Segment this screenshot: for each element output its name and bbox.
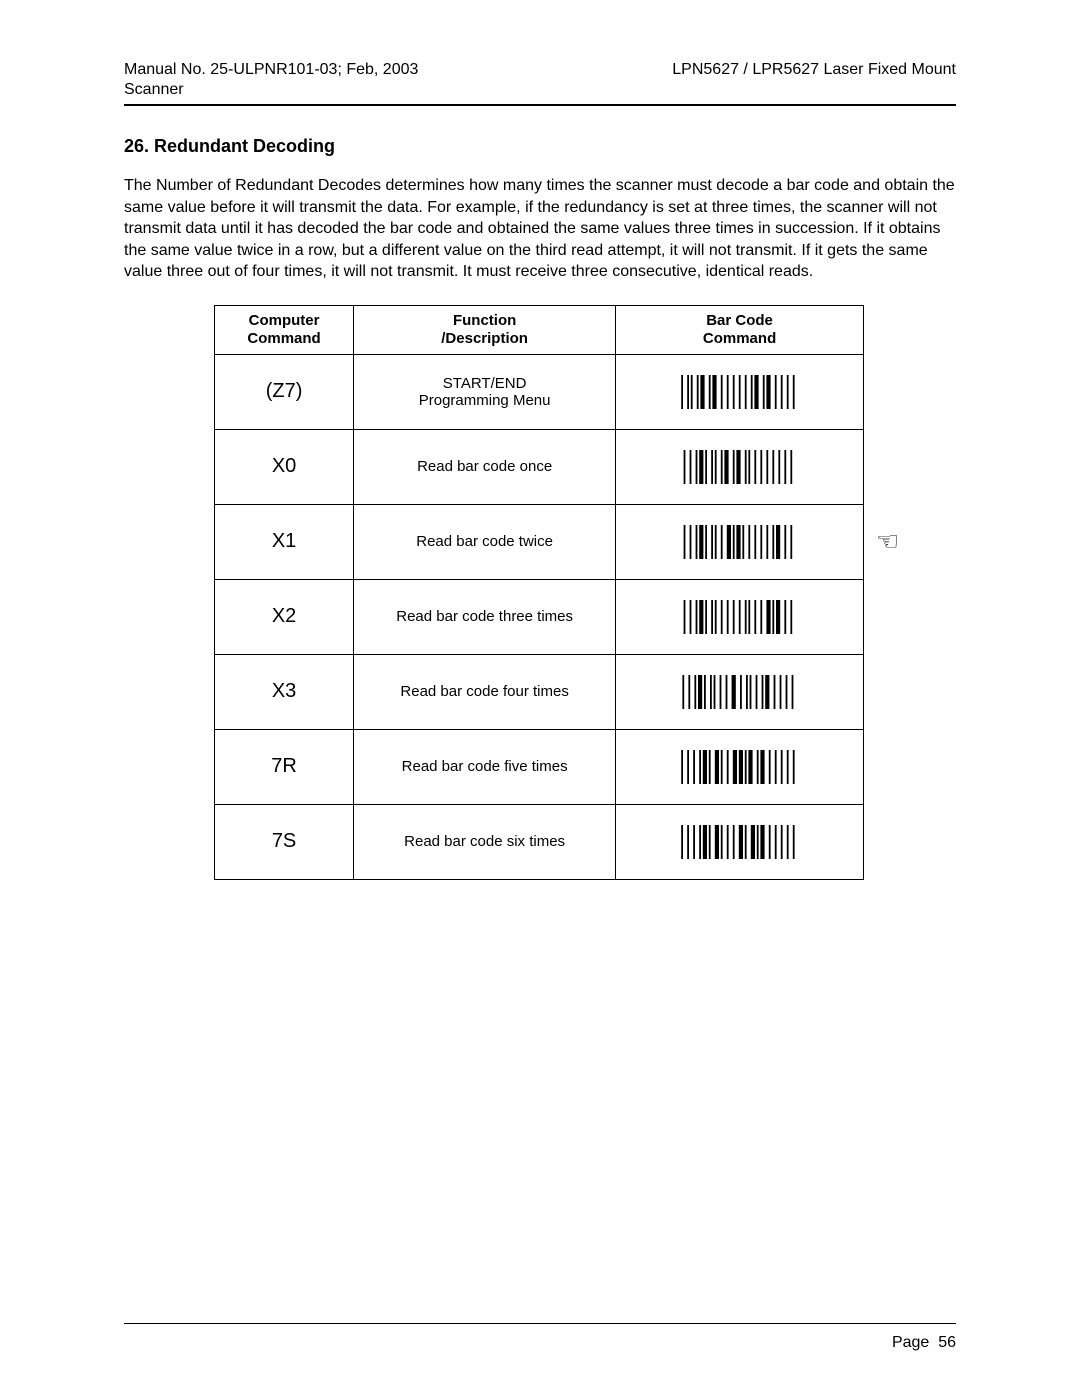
function-description-cell: START/ENDProgramming Menu (354, 354, 616, 429)
col3-line2: Command (703, 330, 776, 347)
col1-line1: Computer (249, 312, 320, 329)
header-right: LPN5627 / LPR5627 Laser Fixed Mount (672, 60, 956, 100)
header-left: Manual No. 25-ULPNR101-03; Feb, 2003 Sca… (124, 60, 418, 100)
computer-command-cell: 7S (215, 804, 354, 879)
desc-line1: Read bar code twice (416, 533, 553, 550)
col2-line1: Function (453, 312, 516, 329)
scanner-label: Scanner (124, 81, 184, 98)
command-table: Computer Command Function /Description B… (214, 305, 864, 880)
barcode-icon (660, 750, 820, 784)
table-row: X2 Read bar code three times (215, 579, 864, 654)
table-row: X3 Read bar code four times (215, 654, 864, 729)
col3-line1: Bar Code (706, 312, 773, 329)
header-rule (124, 104, 956, 106)
pointing-hand-icon: ☞ (876, 528, 899, 554)
barcode-icon (660, 450, 820, 484)
col-header-function: Function /Description (354, 305, 616, 354)
body-paragraph: The Number of Redundant Decodes determin… (124, 175, 956, 283)
desc-line1: Read bar code four times (400, 683, 568, 700)
computer-command-cell: X0 (215, 429, 354, 504)
function-description-cell: Read bar code five times (354, 729, 616, 804)
barcode-icon (660, 825, 820, 859)
desc-line2: Programming Menu (419, 392, 551, 409)
function-description-cell: Read bar code once (354, 429, 616, 504)
col2-line2: /Description (441, 330, 528, 347)
table-header-row: Computer Command Function /Description B… (215, 305, 864, 354)
computer-command-cell: (Z7) (215, 354, 354, 429)
col-header-barcode: Bar Code Command (616, 305, 864, 354)
page-number-value: 56 (938, 1334, 956, 1351)
page-number: Page 56 (124, 1334, 956, 1352)
section-number: 26. (124, 136, 149, 156)
section-title: 26. Redundant Decoding (124, 136, 956, 157)
computer-command-cell: X1 (215, 504, 354, 579)
function-description-cell: Read bar code twice (354, 504, 616, 579)
table-row: (Z7)START/ENDProgramming Menu (215, 354, 864, 429)
function-description-cell: Read bar code three times (354, 579, 616, 654)
function-description-cell: Read bar code four times (354, 654, 616, 729)
computer-command-cell: X3 (215, 654, 354, 729)
desc-line1: Read bar code six times (404, 833, 565, 850)
computer-command-cell: 7R (215, 729, 354, 804)
running-head: Manual No. 25-ULPNR101-03; Feb, 2003 Sca… (124, 60, 956, 100)
product-name: LPN5627 / LPR5627 Laser Fixed Mount (672, 61, 956, 78)
barcode-icon (660, 675, 820, 709)
barcode-cell (616, 354, 864, 429)
barcode-icon (660, 375, 820, 409)
barcode-cell (616, 654, 864, 729)
desc-line1: Read bar code three times (396, 608, 573, 625)
table-row: X0 Read bar code once (215, 429, 864, 504)
col1-line2: Command (247, 330, 320, 347)
barcode-icon (660, 525, 820, 559)
barcode-cell (616, 729, 864, 804)
footer: Page 56 (124, 1323, 956, 1352)
barcode-cell (616, 504, 864, 579)
page-label: Page (892, 1334, 929, 1351)
footer-rule (124, 1323, 956, 1324)
section-name: Redundant Decoding (154, 136, 335, 156)
manual-number: Manual No. 25-ULPNR101-03; Feb, 2003 (124, 61, 418, 78)
computer-command-cell: X2 (215, 579, 354, 654)
desc-line1: START/END (443, 375, 527, 392)
barcode-cell (616, 804, 864, 879)
barcode-cell (616, 579, 864, 654)
col-header-computer-command: Computer Command (215, 305, 354, 354)
table-row: X1 Read bar code twice (215, 504, 864, 579)
barcode-icon (660, 600, 820, 634)
function-description-cell: Read bar code six times (354, 804, 616, 879)
desc-line1: Read bar code once (417, 458, 552, 475)
table-row: 7S Read bar code six times (215, 804, 864, 879)
barcode-cell (616, 429, 864, 504)
page: Manual No. 25-ULPNR101-03; Feb, 2003 Sca… (0, 0, 1080, 1397)
desc-line1: Read bar code five times (402, 758, 568, 775)
table-row: 7R Read bar code five times (215, 729, 864, 804)
